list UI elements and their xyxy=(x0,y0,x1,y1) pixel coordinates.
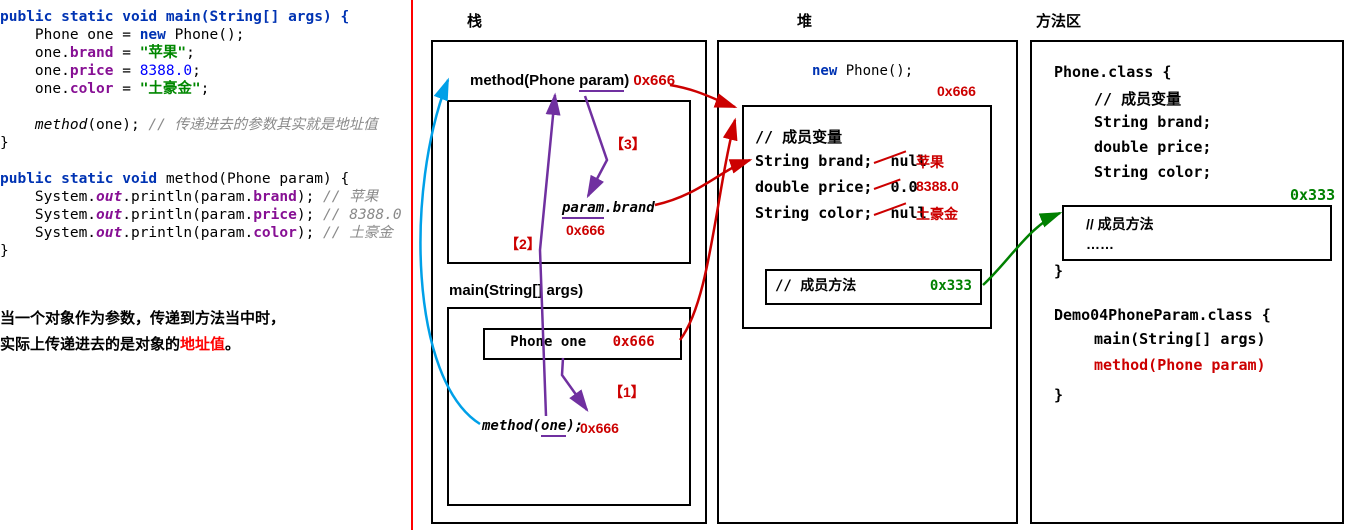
ma-phone-class: Phone.class { xyxy=(1054,63,1171,81)
stack-main-frame-label: main(String[] args) xyxy=(449,282,583,299)
heap-fields-comment: // 成员变量 xyxy=(755,126,842,147)
ma-demo-method: method(Phone param) xyxy=(1094,356,1266,374)
divider-line xyxy=(411,0,413,530)
heap-new-expression: new Phone(); xyxy=(812,63,913,79)
ma-price: double price; xyxy=(1094,138,1211,156)
phone-one-var: Phone one 0x666 xyxy=(483,328,682,360)
ma-brand: String brand; xyxy=(1094,113,1211,131)
ma-methods-dots: …… xyxy=(1086,236,1114,252)
ma-methods-comment: // 成员方法 xyxy=(1086,214,1154,234)
stack-title: 栈 xyxy=(467,10,482,31)
step-3-label: 【3】 xyxy=(610,134,646,154)
ma-addr-333: 0x333 xyxy=(1290,186,1335,204)
heap-field-color: String color; null xyxy=(755,204,927,222)
ma-class-close: } xyxy=(1054,262,1063,280)
stack-method-frame xyxy=(447,100,691,264)
param-brand-label: param.brand xyxy=(562,200,655,216)
ma-demo-close: } xyxy=(1054,386,1063,404)
ma-comment: // 成员变量 xyxy=(1094,88,1181,109)
method-one-call: method(one); xyxy=(482,418,583,434)
code-block: public static void main(String[] args) {… xyxy=(0,8,410,260)
heap-value-color: 土豪金 xyxy=(916,204,958,224)
heap-value-price: 8388.0 xyxy=(916,178,959,194)
heap-method-ref-box: // 成员方法 0x333 xyxy=(765,269,982,305)
heap-field-brand: String brand; null xyxy=(755,152,927,170)
ma-color: String color; xyxy=(1094,163,1211,181)
method-area-title: 方法区 xyxy=(1036,10,1081,31)
ma-demo-class: Demo04PhoneParam.class { xyxy=(1054,306,1271,324)
explanation-note: 当一个对象作为参数，传递到方法当中时， 实际上传递进去的是对象的地址值。 xyxy=(0,306,285,358)
heap-addr: 0x666 xyxy=(937,83,976,99)
ma-demo-main: main(String[] args) xyxy=(1094,330,1266,348)
heap-title: 堆 xyxy=(797,10,812,31)
stack-method-frame-label: method(Phone param) 0x666 xyxy=(470,72,675,89)
param-addr: 0x666 xyxy=(566,222,605,238)
step-1-label: 【1】 xyxy=(609,382,645,402)
step-2-label: 【2】 xyxy=(505,234,541,254)
method-one-addr: 0x666 xyxy=(580,420,619,436)
heap-value-brand: 苹果 xyxy=(916,152,944,172)
